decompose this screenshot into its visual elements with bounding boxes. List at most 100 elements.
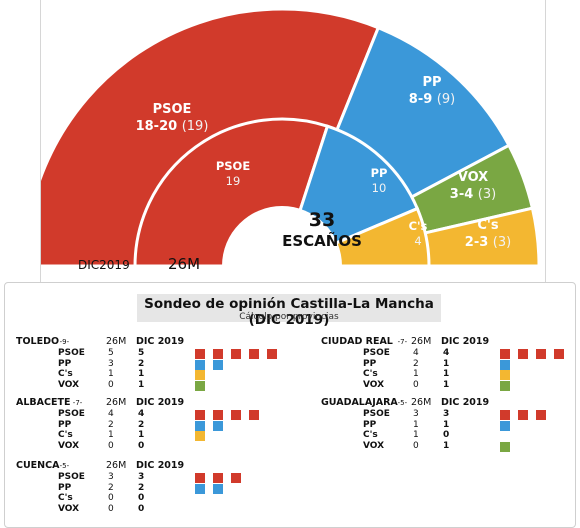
- hemicycle-panel: PSOE 18-20 (19) PP 8-9 (9) VOX 3-4 (3) C's 2-3 …: [40, 0, 546, 284]
- column-header-dic2019: DIC 2019: [136, 336, 185, 347]
- seat-square-cuenca-psoe: [213, 473, 223, 483]
- row-26m-cuenca: 0: [108, 493, 114, 504]
- column-header-dic2019: DIC 2019: [136, 397, 185, 408]
- seat-square-albacete-psoe: [195, 410, 205, 420]
- table-subtitle: Cálculo por provincias: [239, 312, 339, 322]
- row-party-cuenca: PSOE: [58, 472, 85, 482]
- seat-square-albacete-psoe: [249, 410, 259, 420]
- inner-ring-label: 26M: [168, 255, 201, 273]
- row-party-ciudad-real: VOX: [363, 379, 385, 390]
- row-dic-guadalajara: 1: [443, 440, 450, 451]
- province-seats-albacete: -7-: [72, 399, 83, 407]
- column-header-26m: 26M: [411, 397, 432, 408]
- row-26m-guadalajara: 1: [413, 419, 419, 430]
- seat-square-ciudad-real-cs: [500, 370, 510, 381]
- row-dic-cuenca: 0: [138, 493, 145, 504]
- province-seats-ciudad-real: -7-: [397, 338, 408, 346]
- row-26m-toledo: 5: [108, 348, 114, 358]
- row-party-ciudad-real: PSOE: [363, 348, 390, 358]
- seat-square-guadalajara-vox: [500, 441, 510, 452]
- seat-square-cuenca-pp: [213, 483, 223, 494]
- seat-square-toledo-psoe: [213, 349, 223, 359]
- provinces-panel: [4, 282, 576, 528]
- row-party-albacete: VOX: [58, 440, 80, 451]
- segment-label-dic2019-cs: C's 2-3 (3): [465, 218, 511, 250]
- row-party-albacete: C's: [58, 430, 73, 441]
- row-26m-cuenca: 0: [108, 503, 114, 514]
- row-party-cuenca: PP: [58, 482, 72, 493]
- hemicycle-chart: PSOE 18-20 (19) PP 8-9 (9) VOX 3-4 (3) C's 2-3 …: [41, 7, 541, 270]
- row-dic-ciudad-real: 4: [443, 348, 450, 358]
- province-seats-guadalajara: -5-: [397, 399, 408, 407]
- seat-square-toledo-psoe: [267, 349, 277, 359]
- row-dic-cuenca: 0: [138, 503, 145, 514]
- row-dic-ciudad-real: 1: [443, 358, 450, 369]
- province-name-cuenca: CUENCA: [16, 460, 60, 471]
- row-26m-guadalajara: 0: [413, 440, 419, 451]
- row-26m-toledo: 3: [108, 358, 114, 369]
- row-26m-albacete: 4: [108, 409, 114, 419]
- row-party-albacete: PSOE: [58, 409, 85, 419]
- seat-square-albacete-pp: [195, 420, 205, 431]
- outer-ring-label: DIC2019: [78, 258, 130, 272]
- row-party-guadalajara: PSOE: [363, 409, 390, 419]
- row-26m-ciudad-real: 1: [413, 369, 419, 380]
- column-header-26m: 26M: [106, 397, 127, 408]
- row-party-toledo: PSOE: [58, 348, 85, 358]
- seat-square-ciudad-real-psoe: [554, 349, 564, 359]
- seat-square-ciudad-real-psoe: [518, 349, 528, 359]
- row-26m-toledo: 1: [108, 369, 114, 380]
- seat-square-albacete-psoe: [231, 410, 241, 420]
- seat-square-albacete-psoe: [213, 410, 223, 420]
- column-header-dic2019: DIC 2019: [441, 397, 490, 408]
- row-dic-guadalajara: 1: [443, 419, 450, 430]
- row-26m-cuenca: 3: [108, 472, 114, 482]
- segment-label-26m-cs: C's 4: [409, 219, 428, 248]
- seat-square-guadalajara-pp: [500, 420, 510, 431]
- row-party-cuenca: VOX: [58, 503, 80, 514]
- row-dic-guadalajara: 0: [443, 430, 450, 441]
- total-seats-label: ESCAÑOS: [282, 232, 362, 250]
- row-26m-toledo: 0: [108, 379, 114, 390]
- row-party-toledo: PP: [58, 358, 72, 369]
- segment-label-26m-psoe: PSOE 19: [216, 159, 250, 188]
- seat-square-toledo-vox: [195, 380, 205, 391]
- row-dic-albacete: 0: [138, 440, 145, 451]
- row-26m-guadalajara: 3: [413, 409, 419, 419]
- column-header-26m: 26M: [411, 336, 432, 347]
- row-dic-toledo: 2: [138, 358, 145, 369]
- seat-square-toledo-cs: [195, 370, 205, 381]
- seat-square-ciudad-real-pp: [500, 359, 510, 370]
- province-name-toledo: TOLEDO: [16, 336, 60, 347]
- hemicycle-center: [222, 206, 342, 266]
- row-dic-albacete: 4: [138, 409, 145, 419]
- seat-square-cuenca-psoe: [195, 473, 205, 483]
- province-seats-toledo: -9-: [59, 338, 70, 346]
- row-party-ciudad-real: PP: [363, 358, 377, 369]
- row-party-toledo: VOX: [58, 379, 80, 390]
- seat-square-cuenca-psoe: [231, 473, 241, 483]
- seat-square-toledo-psoe: [195, 349, 205, 359]
- seat-square-albacete-cs: [195, 431, 205, 442]
- seat-square-albacete-pp: [213, 420, 223, 431]
- row-dic-cuenca: 3: [138, 472, 145, 482]
- seat-square-guadalajara-psoe: [518, 410, 528, 420]
- seat-square-guadalajara-psoe: [536, 410, 546, 420]
- column-header-26m: 26M: [106, 336, 127, 347]
- row-26m-ciudad-real: 2: [413, 358, 419, 369]
- seat-square-guadalajara-psoe: [500, 410, 510, 420]
- column-header-dic2019: DIC 2019: [441, 336, 490, 347]
- row-party-ciudad-real: C's: [363, 369, 378, 380]
- row-party-toledo: C's: [58, 369, 73, 380]
- row-party-albacete: PP: [58, 419, 72, 430]
- total-seats-value: 33: [308, 209, 336, 231]
- seat-square-ciudad-real-psoe: [536, 349, 546, 359]
- row-26m-ciudad-real: 0: [413, 379, 419, 390]
- row-dic-albacete: 2: [138, 419, 145, 430]
- row-party-guadalajara: VOX: [363, 440, 385, 451]
- row-26m-guadalajara: 1: [413, 430, 419, 441]
- row-party-cuenca: C's: [58, 493, 73, 504]
- seat-square-toledo-psoe: [249, 349, 259, 359]
- row-26m-albacete: 2: [108, 419, 114, 430]
- segment-label-dic2019-pp: PP 8-9 (9): [409, 75, 455, 107]
